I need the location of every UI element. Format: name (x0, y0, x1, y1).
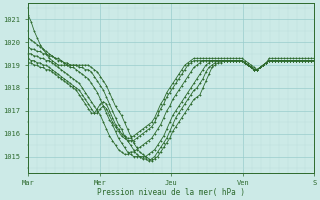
X-axis label: Pression niveau de la mer( hPa ): Pression niveau de la mer( hPa ) (97, 188, 245, 197)
